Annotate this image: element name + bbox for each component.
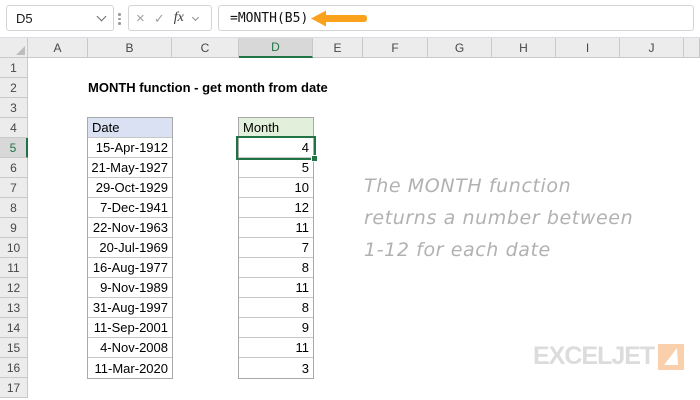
row-header-6[interactable]: 6 [0, 158, 28, 178]
formula-text[interactable]: =MONTH(B5) [230, 10, 309, 26]
month-cell[interactable]: 7 [239, 238, 313, 258]
row-header-9[interactable]: 9 [0, 218, 28, 238]
column-header-B[interactable]: B [88, 38, 172, 58]
row-header-17[interactable]: 17 [0, 378, 28, 398]
month-cell[interactable]: 4 [239, 138, 313, 158]
month-column-table: Month 4 5 10 12 11 7 8 11 8 9 11 3 [238, 117, 314, 379]
date-cell[interactable]: 29-Oct-1929 [88, 178, 172, 198]
month-cell[interactable]: 8 [239, 258, 313, 278]
row-header-12[interactable]: 12 [0, 278, 28, 298]
date-cell[interactable]: 4-Nov-2008 [88, 338, 172, 358]
column-header-C[interactable]: C [172, 38, 239, 58]
date-column-header-cell[interactable]: Date [88, 118, 172, 138]
row-header-2[interactable]: 2 [0, 78, 28, 98]
month-cell[interactable]: 3 [301, 360, 309, 376]
row-header-14[interactable]: 14 [0, 318, 28, 338]
date-cell[interactable]: 21-May-1927 [88, 158, 172, 178]
annotation-line: returns a number between [364, 207, 634, 229]
row-header-3[interactable]: 3 [0, 98, 28, 118]
worksheet-title-cell[interactable]: MONTH function - get month from date [88, 80, 328, 95]
month-cell[interactable]: 11 [239, 338, 313, 358]
month-cell[interactable]: 5 [239, 158, 313, 178]
name-box-value[interactable]: D5 [16, 10, 33, 26]
enter-check-icon[interactable]: ✓ [153, 10, 165, 26]
date-cell[interactable]: 11-Mar-2020 [94, 360, 168, 376]
annotation-line: 1-12 for each date [364, 239, 551, 261]
date-cell[interactable]: 7-Dec-1941 [88, 198, 172, 218]
orange-callout-arrow-icon [311, 10, 367, 32]
column-header-I[interactable]: I [556, 38, 620, 58]
selected-cell-border[interactable] [236, 136, 318, 162]
row-header-8[interactable]: 8 [0, 198, 28, 218]
row-header-10[interactable]: 10 [0, 238, 28, 258]
month-cell[interactable]: 8 [239, 298, 313, 318]
formula-bar: D5 × ✓ fx =MONTH(B5) [0, 0, 700, 38]
month-cell[interactable]: 12 [239, 198, 313, 218]
exceljet-logo-text: EXCELJET [533, 342, 655, 370]
month-column-header-cell[interactable]: Month [239, 118, 313, 138]
date-cell[interactable]: 20-Jul-1969 [88, 238, 172, 258]
formula-input[interactable]: =MONTH(B5) [218, 5, 694, 31]
date-cell[interactable]: 15-Apr-1912 [88, 138, 172, 158]
row-header-4[interactable]: 4 [0, 118, 28, 138]
month-cell[interactable]: 9 [239, 318, 313, 338]
row-header-11[interactable]: 11 [0, 258, 28, 278]
drag-handle-dots-icon [118, 12, 121, 26]
row-header-1[interactable]: 1 [0, 58, 28, 78]
date-cell[interactable]: 16-Aug-1977 [88, 258, 172, 278]
insert-function-fx-icon[interactable]: fx [173, 10, 184, 25]
column-header-H[interactable]: H [492, 38, 556, 58]
column-header-E[interactable]: E [313, 38, 363, 58]
date-cell[interactable]: 11-Sep-2001 [88, 318, 172, 338]
date-cell[interactable]: 9-Nov-1989 [88, 278, 172, 298]
date-cell[interactable]: 22-Nov-1963 [88, 218, 172, 238]
fx-chevron-down-icon[interactable] [191, 13, 200, 21]
row-header-7[interactable]: 7 [0, 178, 28, 198]
formula-buttons: × ✓ fx [128, 5, 212, 31]
row-header-5[interactable]: 5 [0, 138, 28, 158]
annotation-text: The MONTH function returns a number betwe… [364, 170, 633, 266]
exceljet-arrow-icon [658, 343, 685, 370]
column-header-clipped[interactable] [684, 38, 700, 58]
row-headers: 1 2 3 4 5 6 7 8 9 10 11 12 13 14 15 16 17 [0, 58, 28, 398]
column-header-D[interactable]: D [239, 38, 313, 58]
name-box-chevron-down-icon[interactable] [96, 11, 107, 21]
name-box[interactable]: D5 [6, 5, 114, 31]
row-header-16[interactable]: 16 [0, 358, 28, 378]
cancel-icon[interactable]: × [136, 9, 145, 27]
month-cell[interactable]: 11 [239, 218, 313, 238]
fill-handle[interactable] [311, 155, 318, 162]
exceljet-logo: EXCELJET [533, 342, 685, 371]
date-column-table: Date 15-Apr-1912 21-May-1927 29-Oct-1929 7-… [87, 117, 173, 379]
column-header-A[interactable]: A [28, 38, 88, 58]
annotation-line: The MONTH function [364, 175, 572, 197]
row-header-15[interactable]: 15 [0, 338, 28, 358]
column-header-J[interactable]: J [620, 38, 684, 58]
column-header-F[interactable]: F [363, 38, 428, 58]
row-header-13[interactable]: 13 [0, 298, 28, 318]
column-header-G[interactable]: G [428, 38, 492, 58]
date-cell[interactable]: 31-Aug-1997 [88, 298, 172, 318]
month-cell[interactable]: 11 [239, 278, 313, 298]
month-cell[interactable]: 10 [239, 178, 313, 198]
select-all-corner[interactable] [0, 38, 28, 58]
